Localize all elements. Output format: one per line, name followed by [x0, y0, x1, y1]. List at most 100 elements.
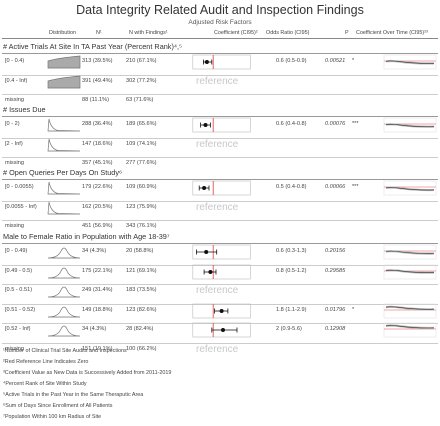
n-value: 151 (19.1%): [82, 345, 113, 352]
n-findings-value: 302 (77.2%): [126, 77, 157, 84]
row-label: [0 - 2): [5, 121, 20, 127]
coefficient-plot: [192, 303, 251, 318]
distribution-sparkline: [47, 267, 81, 279]
odds-ratio-value: 2 (0.9-5.6): [276, 326, 302, 332]
significance-marker: ***: [352, 184, 359, 190]
n-value: 175 (22.1%): [82, 267, 113, 274]
n-value: 451 (56.9%): [82, 223, 113, 229]
page-subtitle: Adjusted Risk Factors: [188, 19, 252, 26]
section-divider: [2, 53, 438, 54]
section-title: # Open Queries Per Days On Study⁶: [3, 168, 122, 177]
n-findings-value: 63 (71.6%): [126, 97, 154, 103]
n-findings-value: 123 (75.9%): [126, 203, 157, 210]
coefficient-point: [221, 328, 225, 332]
n-findings-value: 189 (65.6%): [126, 121, 157, 127]
odds-ratio-value: 0.5 (0.4-0.8): [276, 184, 307, 190]
n-value: 179 (22.6%): [82, 184, 113, 190]
coefficient-plot: [192, 117, 251, 133]
coefficient-trend-line: [385, 305, 435, 310]
reference-label: reference: [196, 138, 239, 150]
col-n: N¹: [96, 30, 102, 36]
distribution-sparkline: [47, 118, 81, 132]
coefficient-point: [219, 308, 224, 313]
row-label: [0.52 - Inf): [5, 326, 31, 332]
p-value: 0.12908: [325, 326, 346, 332]
row-divider: [2, 264, 438, 266]
coefficient-plot: [192, 244, 251, 260]
reference-label: reference: [196, 285, 239, 296]
n-value: 162 (20.5%): [82, 203, 113, 210]
footnote: ⁴Percent Rank of Site Within Study: [3, 381, 87, 387]
n-findings-value: 121 (69.1%): [126, 267, 157, 274]
n-findings-value: 123 (82.6%): [126, 306, 157, 313]
row-divider: [2, 220, 438, 221]
row-divider: [2, 200, 438, 202]
coefficient-trend-line: [385, 60, 435, 64]
p-value: 0.01796: [325, 306, 346, 313]
row-divider: [2, 74, 438, 76]
row-divider: [2, 137, 438, 139]
distribution-sparkline: [47, 286, 81, 298]
row-label: [0.0055 - Inf): [5, 203, 37, 210]
row-divider: [2, 157, 438, 158]
coefficient-over-time-chart: [383, 54, 437, 70]
row-label: missing: [5, 223, 24, 229]
col-distribution: Distribution: [49, 30, 76, 36]
n-value: 88 (11.1%): [82, 97, 109, 103]
coefficient-plot: [192, 264, 251, 279]
footnote: ²Red Reference Line Indicates Zero: [3, 359, 89, 365]
coefficient-over-time-chart: [383, 244, 437, 260]
significance-marker: *: [352, 58, 355, 64]
col-odds-ratio: Odds Ratio (CI95): [266, 30, 310, 36]
odds-ratio-value: 0.6 (0.3-1.3): [276, 248, 307, 254]
page-title: Data Integrity Related Audit and Inspect…: [76, 3, 364, 17]
n-value: 147 (18.6%): [82, 140, 113, 147]
coefficient-plot: [192, 54, 251, 70]
coefficient-over-time-chart: [383, 180, 437, 196]
coefficient-trend-line: [385, 123, 435, 128]
row-label: [0.4 - Inf): [5, 77, 28, 84]
coefficient-over-time-chart: [383, 322, 437, 338]
header-divider: [2, 38, 438, 39]
n-value: 357 (45.1%): [82, 160, 113, 166]
distribution-sparkline: [47, 247, 81, 259]
n-value: 34 (4.3%): [82, 326, 107, 332]
distribution-sparkline: [47, 181, 81, 195]
significance-marker: ***: [352, 121, 359, 127]
footnote: ¹Number of Clinical Trial Site Audits an…: [3, 348, 127, 354]
row-divider: [2, 342, 438, 344]
n-findings-value: 20 (58.8%): [126, 248, 154, 254]
p-value: 0.00521: [325, 58, 346, 64]
footnote: ⁷Population Within 100 km Radius of Site: [3, 414, 102, 420]
n-findings-value: 100 (66.2%): [126, 345, 157, 352]
coefficient-trend-line: [385, 250, 435, 254]
row-label: [0.5 - 0.51): [5, 287, 33, 293]
significance-marker: *: [352, 306, 355, 313]
coefficient-trend-line: [385, 269, 435, 273]
n-findings-value: 109 (74.1%): [126, 140, 157, 147]
distribution-sparkline: [47, 201, 81, 215]
row-divider: [2, 323, 438, 324]
coefficient-over-time-chart: [383, 303, 437, 318]
col-n-findings: N with Findings¹: [129, 30, 168, 36]
col-coefficient: Coefficient (CI95)²: [214, 30, 258, 36]
row-label: [0 - 0.49): [5, 248, 28, 254]
n-value: 391 (49.4%): [82, 77, 113, 84]
section-divider: [2, 243, 438, 244]
row-label: [0.51 - 0.52): [5, 306, 36, 313]
odds-ratio-value: 0.6 (0.5-0.9): [276, 58, 307, 64]
reference-label: reference: [196, 75, 239, 87]
p-value: 0.20156: [325, 248, 346, 254]
section-divider: [2, 179, 438, 180]
col-p: P: [345, 30, 349, 36]
coefficient-trend-line: [385, 187, 435, 191]
distribution-sparkline: [47, 138, 81, 152]
p-value: 0.00066: [325, 184, 346, 190]
distribution-sparkline: [47, 55, 81, 69]
coefficient-over-time-chart: [383, 117, 437, 133]
row-label: [0 - 0.4): [5, 58, 25, 64]
reference-label: reference: [196, 343, 239, 355]
coefficient-point: [208, 269, 213, 274]
row-divider: [2, 94, 438, 95]
coefficient-point: [202, 186, 207, 190]
